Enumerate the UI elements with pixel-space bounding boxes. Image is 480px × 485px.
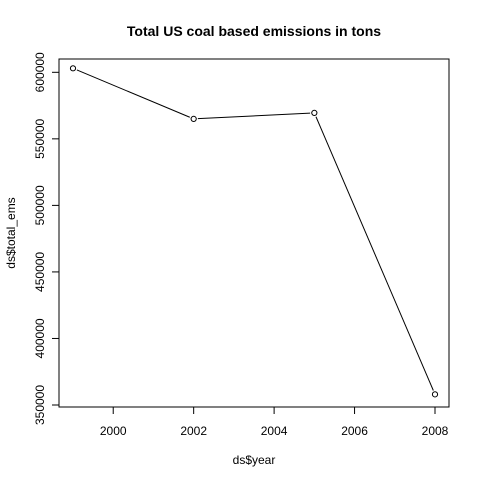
y-tick-label: 550000 xyxy=(33,119,47,159)
x-tick-label: 2004 xyxy=(261,424,288,438)
data-point xyxy=(311,109,318,116)
data-point xyxy=(190,115,197,122)
x-tick-label: 2008 xyxy=(422,424,449,438)
y-tick-label: 450000 xyxy=(33,252,47,292)
series-line-segment xyxy=(315,116,434,391)
x-axis: 2000 2002 2004 2006 2008 xyxy=(100,406,449,438)
x-axis-title: ds$year xyxy=(233,453,276,467)
y-axis-title: ds$total_ems xyxy=(4,197,18,268)
y-tick-label: 600000 xyxy=(33,52,47,92)
x-tick-label: 2002 xyxy=(180,424,207,438)
y-tick-label: 400000 xyxy=(33,318,47,358)
chart-title: Total US coal based emissions in tons xyxy=(127,23,381,39)
y-tick-label: 500000 xyxy=(33,185,47,225)
plot-frame xyxy=(58,58,450,408)
x-tick-label: 2006 xyxy=(341,424,368,438)
y-tick-label: 350000 xyxy=(33,385,47,425)
data-point xyxy=(431,391,439,398)
series-line-segment xyxy=(197,112,311,120)
y-axis: 350000 400000 450000 500000 550000 600000 xyxy=(33,52,60,425)
data-point xyxy=(69,65,77,72)
series-total-ems xyxy=(69,65,439,398)
series-line-segment xyxy=(76,69,190,118)
x-tick-label: 2000 xyxy=(100,424,127,438)
